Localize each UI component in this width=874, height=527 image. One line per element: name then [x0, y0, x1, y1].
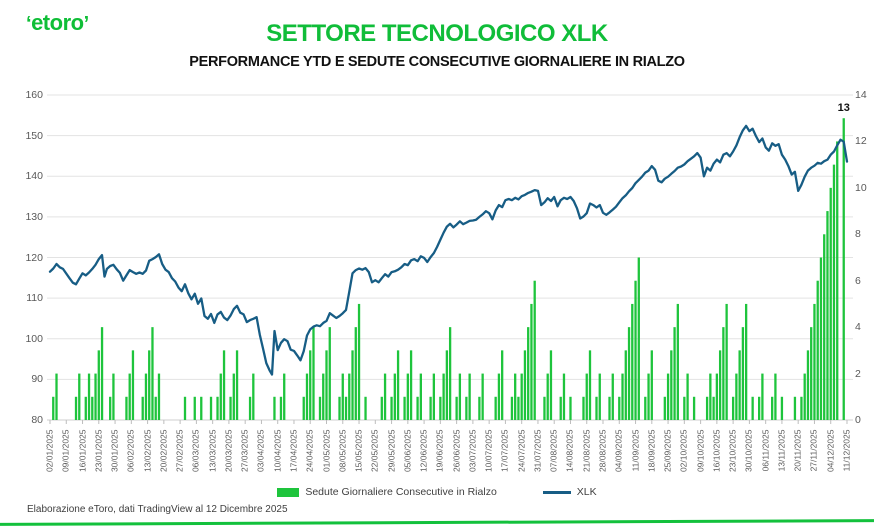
- x-tick-label: 04/09/2025: [613, 429, 624, 473]
- page-subtitle: PERFORMANCE YTD E SEDUTE CONSECUTIVE GIO…: [189, 54, 685, 70]
- x-tick-label: 06/03/2025: [190, 429, 201, 473]
- y-right-tick-label: 12: [855, 135, 867, 148]
- x-tick-label: 22/05/2025: [369, 429, 380, 473]
- x-tick-label: 03/07/2025: [467, 429, 478, 473]
- etoro-logo: ‘etoro’: [26, 10, 89, 36]
- x-tick-label: 11/12/2025: [841, 429, 852, 472]
- x-tick-label: 27/02/2025: [174, 429, 185, 473]
- bottom-green-rule: [0, 519, 874, 526]
- y-left-tick-label: 90: [31, 373, 43, 386]
- x-tick-label: 01/05/2025: [321, 429, 331, 473]
- x-tick-label: 11/09/2025: [630, 429, 641, 472]
- x-tick-label: 05/06/2025: [402, 429, 413, 473]
- x-tick-label: 10/07/2025: [483, 429, 494, 473]
- y-left-tick-label: 160: [25, 89, 43, 101]
- x-tick-label: 13/02/2025: [142, 429, 153, 473]
- x-tick-label: 29/05/2025: [386, 429, 397, 473]
- y-right-tick-label: 0: [855, 414, 861, 426]
- x-tick-label: 13/11/2025: [776, 429, 787, 472]
- chart-plot-svg: [47, 94, 853, 424]
- x-tick-label: 30/01/2025: [109, 429, 120, 473]
- y-right-tick-label: 8: [855, 228, 861, 241]
- x-tick-label: 13/03/2025: [207, 429, 218, 473]
- logo-text: etoro: [31, 10, 84, 35]
- max-bar-annotation: 13: [837, 102, 850, 115]
- x-tick-label: 23/01/2025: [93, 429, 104, 473]
- x-tick-label: 28/08/2025: [597, 429, 608, 473]
- x-tick-label: 26/06/2025: [451, 429, 462, 473]
- x-tick-label: 09/10/2025: [695, 429, 706, 473]
- logo-right-horn-icon: ’: [83, 13, 90, 35]
- y-right-tick-label: 14: [855, 89, 867, 101]
- x-tick-label: 20/11/2025: [792, 429, 803, 472]
- page-title: SETTORE TECNOLOGICO XLK: [266, 20, 608, 47]
- y-left-tick-label: 80: [31, 414, 43, 426]
- x-tick-label: 04/12/2025: [825, 429, 836, 473]
- y-right-tick-label: 2: [855, 367, 861, 380]
- x-tick-label: 21/08/2025: [581, 429, 592, 473]
- y-right-tick-label: 10: [855, 181, 867, 194]
- x-tick-label: 20/02/2025: [158, 429, 169, 473]
- x-tick-label: 27/11/2025: [808, 429, 819, 472]
- x-tick-label: 19/06/2025: [434, 429, 445, 473]
- x-tick-label: 07/08/2025: [548, 429, 559, 473]
- x-tick-label: 18/09/2025: [646, 429, 657, 473]
- x-tick-label: 14/08/2025: [564, 429, 575, 473]
- legend-label-bars: Sedute Giornaliere Consecutive in Rialzo: [305, 486, 497, 498]
- y-right-tick-label: 4: [855, 321, 861, 334]
- bar-series-swatch-icon: [277, 487, 300, 497]
- y-right-tick-label: 6: [855, 274, 861, 287]
- x-tick-label: 25/09/2025: [662, 429, 673, 473]
- legend-label-line: XLK: [576, 486, 597, 498]
- line-series-swatch-icon: [542, 490, 571, 494]
- chart-legend: Sedute Giornaliere Consecutive in Rialzo…: [0, 486, 874, 498]
- legend-item-bars: Sedute Giornaliere Consecutive in Rialzo: [277, 486, 497, 498]
- logo-left-horn-icon: ‘: [26, 13, 32, 35]
- x-tick-label: 03/04/2025: [255, 429, 266, 473]
- y-left-tick-label: 110: [26, 292, 43, 305]
- x-tick-label: 10/04/2025: [272, 429, 283, 473]
- y-left-tick-label: 100: [25, 332, 43, 345]
- x-tick-label: 17/07/2025: [499, 429, 510, 473]
- x-tick-label: 20/03/2025: [223, 429, 234, 473]
- x-tick-label: 12/06/2025: [418, 429, 429, 473]
- x-tick-label: 06/02/2025: [125, 429, 136, 473]
- y-left-tick-label: 150: [25, 129, 43, 142]
- x-tick-label: 08/05/2025: [337, 429, 348, 473]
- x-tick-label: 09/01/2025: [60, 429, 71, 473]
- x-tick-label: 23/10/2025: [727, 429, 738, 473]
- legend-item-line: XLK: [542, 486, 597, 498]
- x-tick-label: 02/10/2025: [678, 429, 689, 473]
- x-tick-label: 30/10/2025: [743, 429, 754, 473]
- x-tick-label: 06/11/2025: [760, 429, 771, 472]
- x-tick-label: 17/04/2025: [288, 429, 299, 473]
- y-left-tick-label: 140: [25, 170, 43, 183]
- x-tick-label: 31/07/2025: [532, 429, 543, 473]
- source-note: Elaborazione eToro, dati TradingView al …: [27, 504, 288, 515]
- x-tick-label: 16/01/2025: [77, 429, 88, 473]
- x-tick-label: 02/01/2025: [44, 429, 55, 473]
- y-left-tick-label: 120: [25, 251, 43, 264]
- x-tick-label: 15/05/2025: [353, 429, 364, 473]
- y-left-tick-label: 130: [25, 210, 43, 223]
- x-tick-label: 24/07/2025: [516, 429, 527, 473]
- x-tick-label: 24/04/2025: [304, 429, 315, 473]
- x-tick-label: 27/03/2025: [239, 429, 250, 473]
- x-tick-label: 16/10/2025: [711, 429, 722, 473]
